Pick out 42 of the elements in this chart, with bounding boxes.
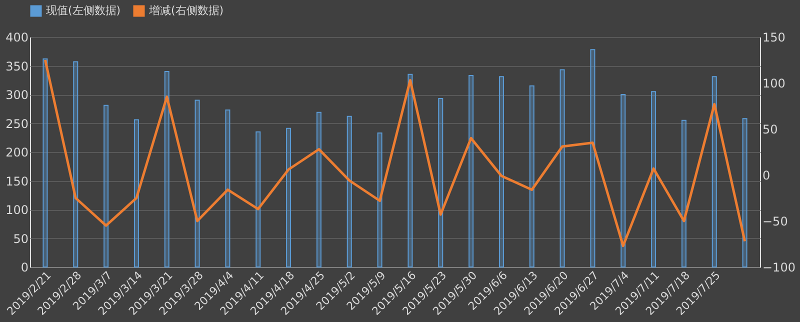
bar [681, 120, 686, 268]
y2-tick-label: −50 [762, 214, 788, 228]
y-tick-label: 300 [6, 88, 28, 102]
bar [560, 69, 565, 268]
bar [225, 110, 230, 268]
bar [498, 76, 504, 268]
bar [42, 58, 48, 268]
bar [712, 76, 717, 268]
bar [256, 131, 261, 268]
bar [104, 104, 109, 268]
bar [164, 71, 170, 268]
y-tick-label: 250 [6, 116, 28, 131]
y2-tick-label: 0 [762, 168, 770, 182]
bar [134, 119, 139, 268]
y-tick-label: 50 [13, 232, 28, 246]
bar [286, 128, 292, 268]
bar [73, 61, 78, 268]
y2-tick-label: 150 [762, 30, 786, 44]
y2-tick-label: 50 [762, 122, 778, 136]
y-tick-label: 400 [6, 30, 28, 44]
legend-label: 增减(右侧数据) [148, 4, 224, 17]
bar [468, 75, 474, 268]
bar [620, 94, 626, 268]
bar [408, 74, 413, 268]
y-tick-label: 0 [20, 260, 28, 274]
legend-label: 现值(左侧数据) [46, 4, 121, 17]
y-tick-label: 100 [6, 203, 28, 217]
y-tick-label: 150 [6, 174, 28, 188]
y2-tick-label: −100 [762, 260, 796, 274]
bar [529, 85, 534, 268]
y-tick-label: 200 [6, 146, 28, 160]
y-tick-label: 350 [6, 59, 28, 74]
bar [742, 118, 748, 268]
y2-tick-label: 100 [762, 76, 786, 90]
bar [590, 49, 596, 268]
bar [346, 116, 352, 268]
bar [316, 112, 322, 268]
bar [194, 100, 200, 268]
line-series [44, 58, 746, 248]
bar [438, 98, 444, 268]
bar [651, 91, 656, 268]
bar [377, 132, 382, 268]
